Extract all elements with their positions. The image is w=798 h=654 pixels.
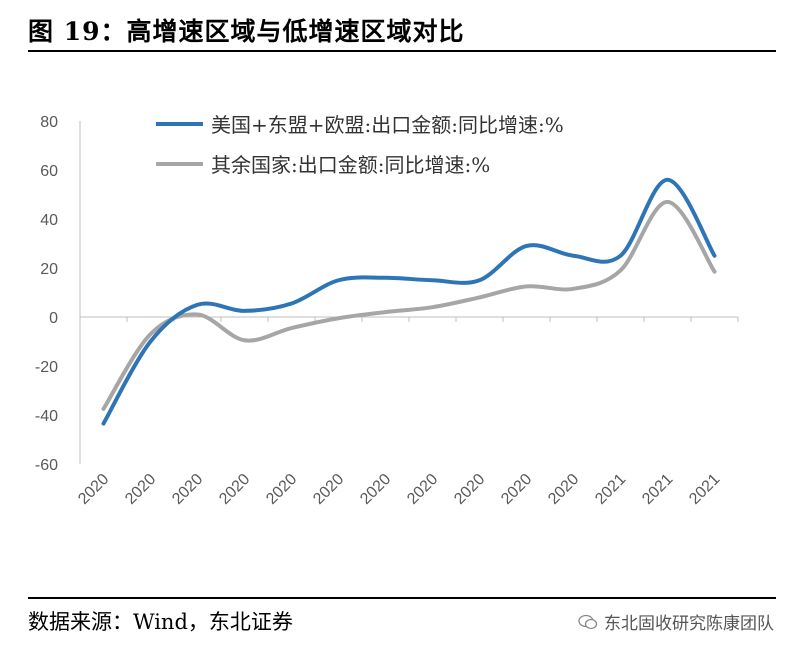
x-tick-label: 2020 (451, 471, 488, 508)
x-tick-label: 2021 (592, 471, 629, 508)
x-tick-labels: 2020 2020 2020 2020 2020 2020 2020 2020 2020 2020… (75, 471, 723, 508)
legend: 美国+东盟+欧盟:出口金额:同比增速:% 其余国家:出口金额:同比增速:% (156, 113, 564, 177)
y-tick-label: -60 (35, 457, 58, 474)
watermark: 东北固收研究陈康团队 (578, 609, 774, 634)
y-tick-labels: 80 60 40 20 0 -20 -40 -60 (35, 114, 58, 474)
y-tick-label: 40 (40, 212, 58, 229)
series-lines (101, 177, 717, 426)
y-tick-label: -20 (35, 359, 58, 376)
y-tick-label: 80 (40, 114, 58, 131)
watermark-text: 东北固收研究陈康团队 (604, 614, 774, 634)
x-tick-label: 2020 (122, 471, 159, 508)
title-row: 图 19：高增速区域与低增速区域对比 (28, 12, 778, 48)
x-tick-label: 2020 (263, 471, 300, 508)
legend-label: 美国+东盟+欧盟:出口金额:同比增速:% (211, 113, 564, 137)
x-tick-label: 2020 (216, 471, 253, 508)
x-tick-label: 2020 (545, 471, 582, 508)
x-tick-label: 2020 (404, 471, 441, 508)
wechat-icon (578, 614, 598, 629)
y-tick-label: 0 (49, 310, 58, 327)
y-tick-label: -40 (35, 408, 58, 425)
top-rule (28, 50, 776, 52)
x-tick-label: 2020 (498, 471, 535, 508)
source-note: 数据来源：Wind，东北证券 (28, 610, 293, 634)
x-tick-marks (79, 317, 739, 322)
bottom-rule (28, 597, 776, 599)
x-tick-label: 2020 (75, 471, 112, 508)
series-line-us-asean-eu (101, 177, 717, 426)
x-tick-label: 2020 (310, 471, 347, 508)
x-tick-label: 2020 (357, 471, 394, 508)
figure-title: 图 19：高增速区域与低增速区域对比 (28, 17, 465, 46)
legend-label: 其余国家:出口金额:同比增速:% (211, 153, 490, 177)
x-tick-label: 2020 (169, 471, 206, 508)
y-tick-label: 60 (40, 163, 58, 180)
series-line-other-countries (101, 199, 717, 411)
x-tick-label: 2021 (686, 471, 723, 508)
x-tick-label: 2021 (639, 471, 676, 508)
y-tick-label: 20 (40, 261, 58, 278)
